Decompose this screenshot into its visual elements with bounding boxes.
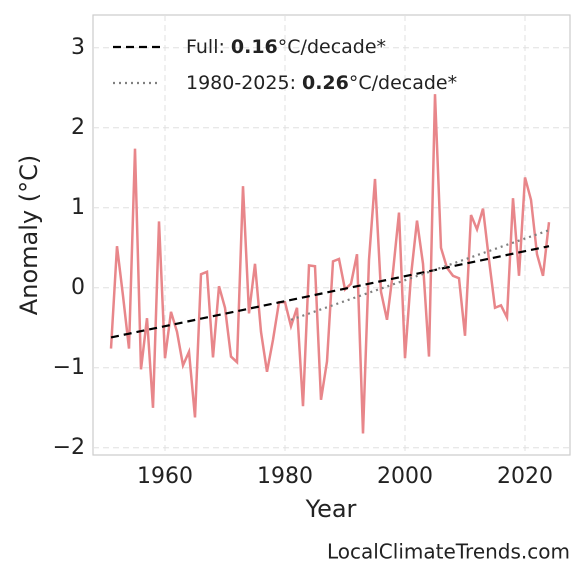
legend-unit: °C/decade* [349,72,457,94]
x-tick-label: 2020 [497,464,553,489]
x-tick-label: 1960 [137,464,193,489]
legend-name: Full: [186,36,225,58]
y-tick-label: 0 [71,275,85,300]
trend-line [110,245,550,339]
x-axis-label: Year [305,495,357,523]
legend-rate: 0.26 [302,72,349,94]
x-tick-label: 1980 [257,464,313,489]
y-tick-label: 3 [71,35,85,60]
y-tick-label: 1 [71,195,85,220]
y-axis-label: Anomaly (°C) [15,155,43,315]
y-tick-label: −2 [53,435,85,460]
legend-label: 1980-2025: 0.26°C/decade* [186,72,457,94]
legend-unit: °C/decade* [278,36,386,58]
y-tick-label: −1 [53,355,85,380]
legend-label: Full: 0.16°C/decade* [186,36,386,58]
legend-name: 1980-2025: [186,72,296,94]
plot-frame [92,14,571,456]
data-line [109,94,551,434]
legend-rate: 0.16 [231,36,278,58]
attribution: LocalClimateTrends.com [327,540,570,564]
y-tick-label: 2 [71,115,85,140]
x-tick-label: 2000 [377,464,433,489]
